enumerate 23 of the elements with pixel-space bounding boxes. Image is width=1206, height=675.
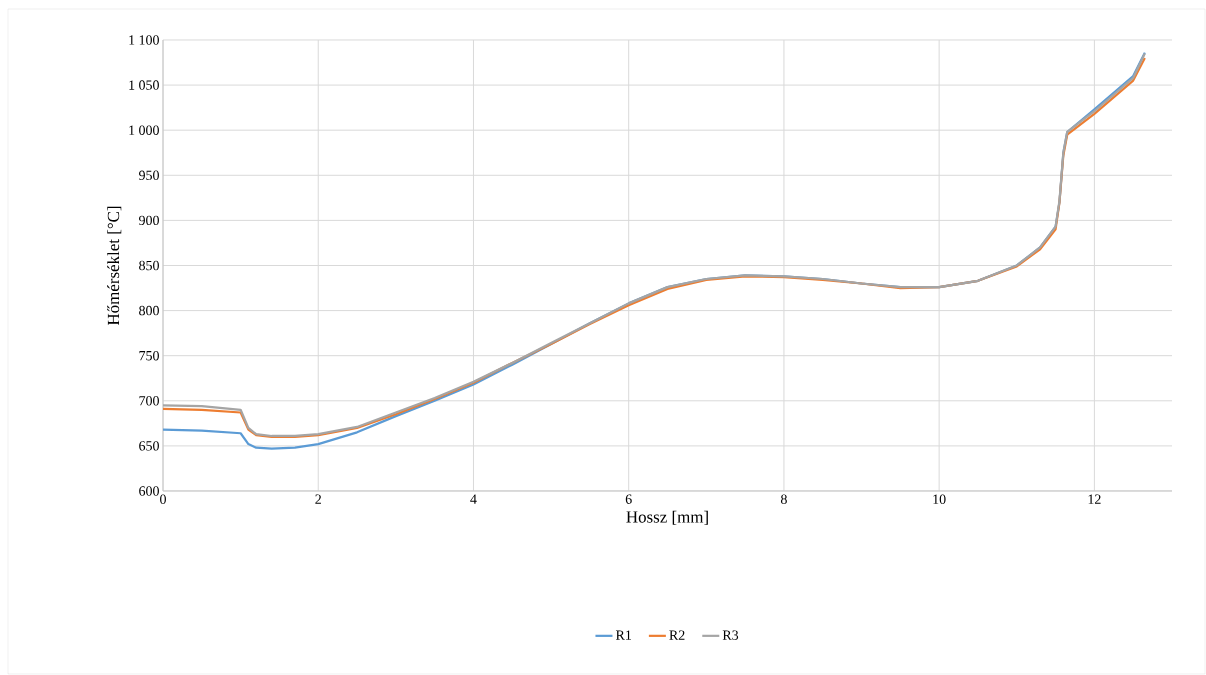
y-tick-label: 750	[139, 350, 159, 361]
legend-label: R2	[669, 630, 685, 640]
x-tick-label: 0	[160, 494, 166, 504]
y-axis-title: Hőmérséklet [°C]	[107, 206, 122, 326]
x-tick-label: 8	[780, 494, 787, 504]
y-tick-label: 700	[139, 396, 159, 406]
x-tick-label: 2	[315, 494, 321, 504]
x-axis-title: Hossz [mm]	[626, 510, 708, 525]
y-tick-label: 1 050	[129, 80, 159, 90]
y-tick-label: 1 100	[129, 35, 159, 45]
x-tick-label: 10	[933, 494, 946, 504]
y-tick-label: 800	[139, 305, 159, 316]
legend-label: R1	[615, 630, 631, 640]
x-tick-label: 4	[470, 494, 477, 504]
y-tick-label: 650	[139, 441, 159, 451]
y-tick-label: 600	[139, 486, 159, 496]
legend-label: R3	[722, 630, 739, 640]
y-tick-label: 850	[139, 260, 159, 271]
y-tick-label: 950	[139, 170, 159, 180]
x-tick-label: 6	[625, 494, 632, 504]
y-tick-label: 1 000	[129, 125, 159, 135]
x-tick-label: 12	[1088, 494, 1101, 504]
y-tick-label: 900	[139, 215, 159, 226]
